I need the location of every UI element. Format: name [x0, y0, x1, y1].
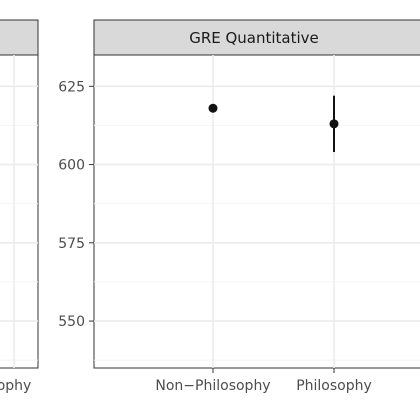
left-panel-x-label: ophy — [0, 378, 31, 394]
left-panel-frame — [0, 54, 39, 369]
y-tick-label: 625 — [58, 79, 85, 95]
right-panel-strip — [93, 19, 420, 56]
data-point — [329, 119, 339, 129]
right-panel-frame — [93, 54, 420, 369]
left-panel-strip — [0, 19, 39, 56]
right-panel-y-axis: 550 575 600 625 — [58, 79, 94, 330]
right-panel: GRE Quantitative 550 575 600 625 Non−Philos… — [58, 19, 420, 394]
right-panel-marks — [208, 95, 339, 153]
y-tick-label: 600 — [58, 158, 85, 174]
right-panel-x-axis: Non−Philosophy Philosophy — [155, 368, 372, 394]
x-tick-label: Philosophy — [296, 378, 372, 394]
x-tick-label: Non−Philosophy — [155, 378, 270, 394]
y-tick-label: 550 — [58, 314, 85, 330]
left-panel-grid — [0, 55, 38, 368]
y-tick-label: 575 — [58, 236, 85, 252]
data-point — [208, 103, 218, 113]
left-panel: ophy — [0, 19, 39, 394]
right-panel-strip-label: GRE Quantitative — [189, 29, 319, 47]
